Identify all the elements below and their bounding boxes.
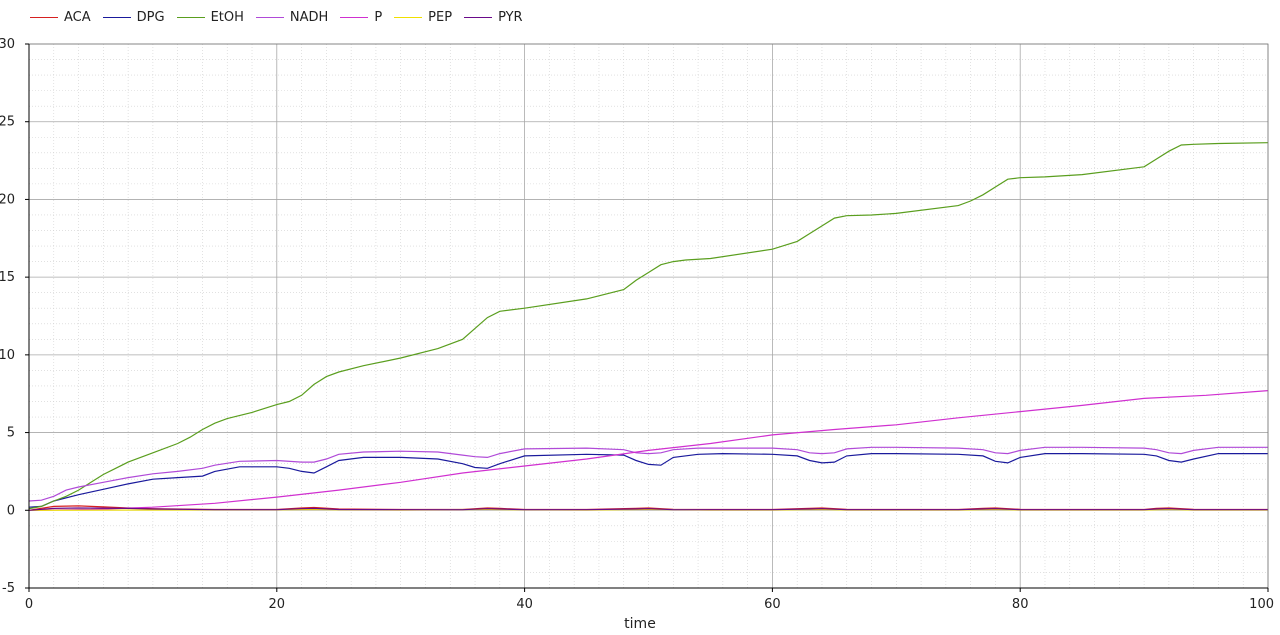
series-line-dpg	[28, 452, 1268, 508]
legend-item-pep: PEP	[394, 8, 452, 26]
y-tick-label: 5	[7, 426, 15, 441]
legend-swatch	[255, 16, 284, 18]
legend-swatch	[102, 16, 131, 18]
legend-label: NADH	[289, 9, 329, 25]
series-line-p	[28, 390, 1269, 511]
y-tick-label: 25	[0, 115, 15, 130]
legend-label: ACA	[64, 9, 91, 25]
y-tick-label: 0	[7, 503, 15, 518]
series-line-pyr	[28, 507, 1268, 511]
legend-label: PYR	[498, 9, 523, 25]
y-tick-label: -5	[2, 581, 15, 596]
x-axis-label: time	[624, 616, 656, 632]
x-tick-label: 40	[516, 597, 533, 612]
legend-swatch	[340, 16, 369, 18]
y-tick-label: 15	[0, 270, 15, 285]
chart-legend: ACA DPG EtOH NADH P PEP PYR	[30, 8, 535, 26]
x-tick-label: 100	[1249, 597, 1274, 612]
legend-label: DPG	[136, 9, 165, 25]
legend-item-nadh: NADH	[255, 8, 329, 26]
y-tick-label: 20	[0, 192, 15, 207]
x-tick-label: 20	[269, 597, 286, 612]
legend-item-pyr: PYR	[464, 8, 523, 26]
legend-label: P	[374, 9, 383, 25]
y-tick-label: 30	[0, 37, 15, 52]
legend-swatch	[176, 16, 205, 18]
x-tick-label: 60	[764, 597, 781, 612]
series-line-etoh	[28, 142, 1269, 510]
legend-item-dpg: DPG	[102, 8, 165, 26]
series-line-nadh	[28, 446, 1268, 502]
x-tick-label: 0	[25, 597, 33, 612]
y-tick-label: 10	[0, 348, 15, 363]
legend-swatch	[464, 16, 493, 18]
legend-swatch	[394, 16, 423, 18]
legend-item-etoh: EtOH	[176, 8, 244, 26]
legend-label: PEP	[428, 9, 453, 25]
legend-label: EtOH	[210, 9, 244, 25]
legend-swatch	[30, 16, 58, 18]
x-tick-label: 80	[1012, 597, 1029, 612]
legend-item-p: P	[340, 8, 382, 26]
legend-item-aca: ACA	[30, 8, 91, 26]
